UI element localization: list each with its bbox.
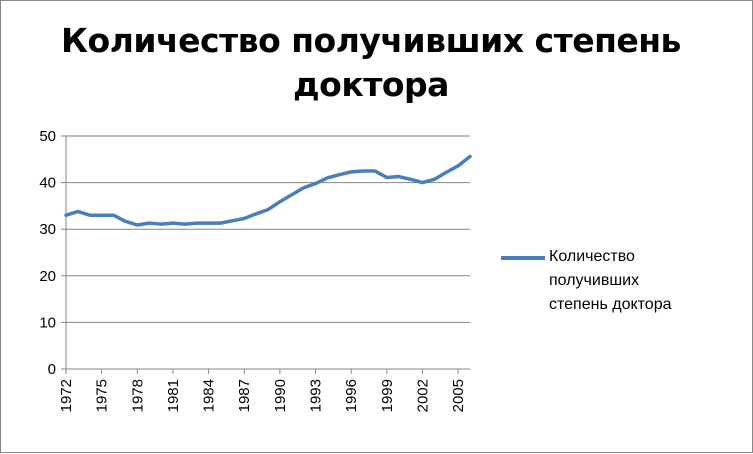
data-point (409, 178, 412, 181)
data-point (433, 178, 436, 181)
data-point (373, 169, 377, 173)
data-point (445, 171, 448, 174)
chart-title-line-1: Количество получивших степень (61, 21, 681, 60)
series-group (64, 154, 472, 227)
legend-label: Количество получивших степень доктора (549, 248, 672, 313)
data-point (456, 164, 460, 168)
y-tick-label: 40 (39, 175, 56, 192)
data-point (136, 223, 139, 227)
y-tick-label: 10 (39, 314, 56, 331)
data-point (397, 175, 400, 178)
data-point (64, 214, 68, 217)
chart-title: Количество получивших степень доктора (1, 19, 741, 107)
y-tick-labels: 0 10 20 30 40 50 (39, 128, 56, 378)
x-tick-label: 2005 (450, 379, 467, 412)
x-tick-label: 1990 (272, 379, 289, 412)
legend-swatch (501, 256, 545, 260)
series-line (64, 154, 472, 227)
data-point (266, 208, 270, 211)
data-point (124, 220, 127, 223)
data-point (243, 217, 246, 220)
data-point (100, 214, 103, 217)
data-point (385, 176, 389, 179)
data-point (219, 221, 222, 225)
x-tick-label: 1999 (379, 379, 396, 412)
y-tick-label: 50 (39, 128, 56, 145)
axes (61, 135, 470, 374)
data-point (76, 210, 80, 213)
legend: Количество получивших степень доктора (501, 245, 681, 317)
data-point (88, 214, 91, 217)
data-point (254, 212, 258, 216)
data-point (231, 219, 234, 223)
data-point (290, 193, 293, 196)
x-tick-label: 1984 (201, 379, 218, 412)
chart-title-line-2: доктора (293, 65, 449, 104)
x-tick-label: 1993 (308, 379, 325, 412)
data-point (314, 182, 317, 185)
x-tick-label: 1975 (94, 379, 111, 412)
data-point (159, 222, 163, 226)
data-point (171, 221, 175, 225)
x-tick-label: 1972 (58, 379, 75, 412)
x-tick-label: 1996 (343, 379, 360, 412)
data-point (207, 221, 210, 225)
data-point (278, 200, 282, 203)
data-point (349, 170, 353, 174)
data-point (112, 214, 115, 217)
x-tick-label: 1987 (236, 379, 253, 412)
data-point (338, 173, 341, 176)
x-tick-labels: 1972 1975 1978 1981 1984 1987 1990 1993 1996 1999… (58, 379, 467, 412)
y-tick-label: 20 (39, 268, 56, 285)
x-tick-label: 2002 (414, 379, 431, 412)
data-point (468, 155, 472, 158)
y-tick-label: 0 (48, 361, 56, 378)
data-point (195, 221, 198, 225)
data-point (326, 176, 329, 180)
x-tick-label: 1978 (129, 379, 146, 412)
x-tick-label: 1981 (165, 379, 182, 412)
data-point (302, 186, 305, 189)
data-point (361, 169, 365, 173)
y-tick-label: 30 (39, 221, 56, 238)
data-point (421, 181, 424, 184)
data-point (147, 221, 151, 225)
gridlines (66, 135, 470, 323)
data-point (183, 222, 187, 226)
